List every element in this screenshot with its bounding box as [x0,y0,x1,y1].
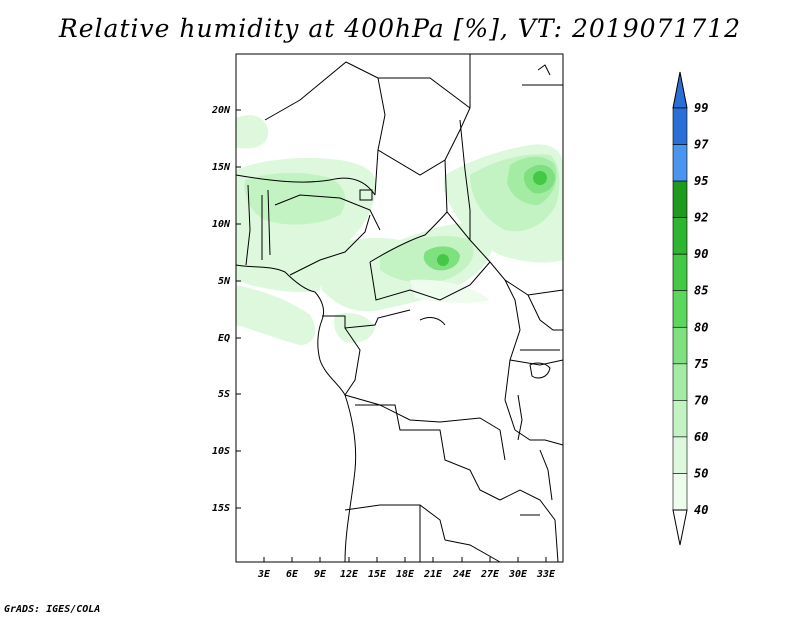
colorbar-label: 97 [694,138,709,152]
lon-tick-label: 6E [286,569,299,580]
lon-tick-label: 3E [257,569,271,580]
humidity-region-east-peak [533,171,547,185]
colorbar-label: 92 [694,211,708,225]
lon-tick-label: 30E [508,569,528,580]
colorbar-label: 60 [694,430,708,444]
colorbar-label: 90 [694,247,708,261]
lon-tick-label: 33E [536,569,556,580]
colorbar-label: 75 [694,357,708,371]
colorbar-segment [672,473,688,511]
colorbar-label: 95 [694,174,708,188]
longitude-axis: 3E 6E 9E 12E 15E 18E 21E 24E 27E 30E 33E [257,557,556,580]
lat-tick-label: 5N [218,276,231,287]
humidity-region-west-inner [244,172,346,225]
lon-tick-label: 9E [314,569,327,580]
lon-tick-label: 15E [368,569,387,580]
map-area[interactable] [235,53,564,563]
lon-tick-label: 18E [396,569,415,580]
latitude-axis: 20N 15N 10N 5N EQ 5S 10S 15S [211,105,241,514]
humidity-region-gabon [334,313,375,343]
lat-tick-label: 5S [218,389,230,400]
colorbar: 99 97 95 92 90 85 80 75 70 60 50 40 [672,71,709,546]
lat-tick-label: 10S [212,446,230,457]
lon-tick-label: 12E [340,569,359,580]
colorbar-label: 40 [694,503,708,517]
colorbar-label: 50 [694,466,708,480]
colorbar-segment [672,436,688,474]
colorbar-label: 70 [694,393,708,407]
colorbar-segment [672,363,688,401]
map-title: Relative humidity at 400hPa [%], VT: 201… [58,14,742,43]
colorbar-bottom-arrow [672,509,688,546]
colorbar-label: 99 [694,101,708,115]
humidity-region-central-peak [437,254,449,266]
lat-tick-label: 20N [211,105,231,116]
humidity-shading [236,115,563,345]
lon-tick-label: 21E [423,569,443,580]
credit-label: GrADS: IGES/COLA [4,604,101,615]
colorbar-top-arrow [672,71,688,109]
colorbar-segment [672,290,688,328]
lon-tick-label: 24E [452,569,472,580]
colorbar-segment [672,326,688,365]
humidity-region-northwest [236,115,269,149]
lat-tick-label: 15S [212,503,230,514]
colorbar-segment [672,217,688,255]
colorbar-segment [672,253,688,292]
country-borders [235,54,564,563]
colorbar-segment [672,180,688,218]
colorbar-label: 85 [694,284,708,298]
colorbar-label: 80 [694,320,708,334]
colorbar-segment [672,107,688,145]
lat-tick-label: EQ [218,333,230,344]
colorbar-segment [672,400,688,438]
lat-tick-label: 15N [212,162,231,173]
lat-tick-label: 10N [212,219,231,230]
humidity-region-coast [236,285,316,345]
lon-tick-label: 27E [480,569,500,580]
colorbar-segment [672,144,688,182]
